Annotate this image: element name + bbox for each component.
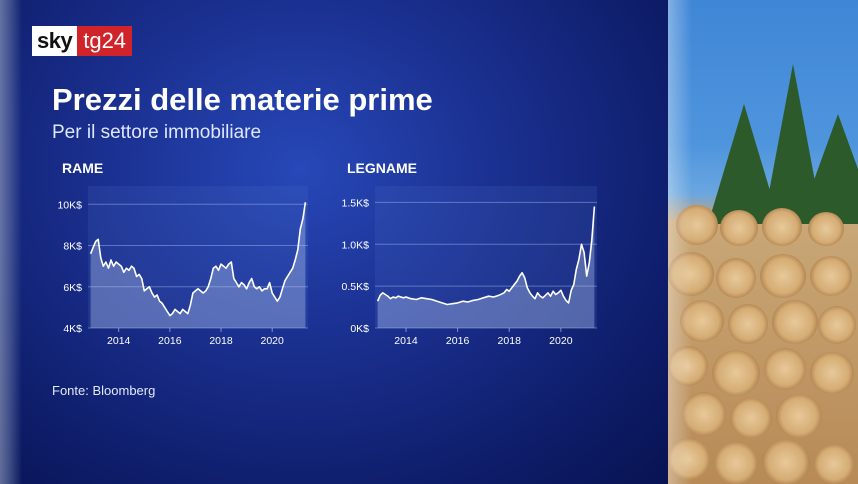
rame-xtick-label: 2014 — [107, 335, 131, 347]
rame-xtick-label: 2016 — [158, 335, 182, 347]
page-title: Prezzi delle materie prime — [52, 82, 433, 117]
rame-ytick-label: 6K$ — [63, 282, 82, 294]
legname-chart: 0K$ 0.5K$ 1.0K$ 1.5K$ 2014 2016 2018 2020 — [342, 186, 597, 347]
rame-xtick-label: 2020 — [261, 335, 285, 347]
legname-xtick-label: 2016 — [446, 335, 470, 347]
rame-ytick-label: 4K$ — [63, 323, 82, 335]
rame-chart: 4K$ 6K$ 8K$ 10K$ 2014 2016 2018 2020 — [57, 186, 308, 347]
legname-ytick-label: 1.5K$ — [342, 197, 370, 209]
logo-sky-text: sky — [32, 26, 78, 56]
legname-ytick-label: 0K$ — [350, 323, 369, 335]
source-note: Fonte: Bloomberg — [52, 383, 156, 398]
chart-title-rame: RAME — [62, 160, 104, 176]
legname-plot-area — [375, 186, 597, 328]
legname-ytick-label: 1.0K$ — [342, 239, 370, 251]
logo-tg24-text: tg24 — [77, 26, 133, 56]
rame-xtick-label: 2018 — [209, 335, 233, 347]
rame-series-line — [89, 202, 307, 317]
rame-plot-area — [88, 186, 308, 328]
legname-xtick-label: 2018 — [498, 335, 522, 347]
rame-series-area — [90, 202, 306, 328]
wood-logs-photo — [668, 0, 858, 484]
legname-xtick-label: 2014 — [394, 335, 418, 347]
legname-series-area — [377, 206, 595, 328]
pane-divider — [668, 0, 692, 484]
background-panel — [0, 0, 668, 484]
legname-ytick-label: 0.5K$ — [342, 281, 370, 293]
legname-series-line — [376, 206, 596, 306]
rame-ytick-label: 10K$ — [57, 199, 82, 211]
rame-ytick-label: 8K$ — [63, 241, 82, 253]
page-subtitle: Per il settore immobiliare — [52, 122, 262, 143]
legname-xtick-label: 2020 — [549, 335, 573, 347]
chart-title-legname: LEGNAME — [347, 160, 417, 176]
sky-tg24-logo: sky tg24 — [32, 26, 133, 56]
